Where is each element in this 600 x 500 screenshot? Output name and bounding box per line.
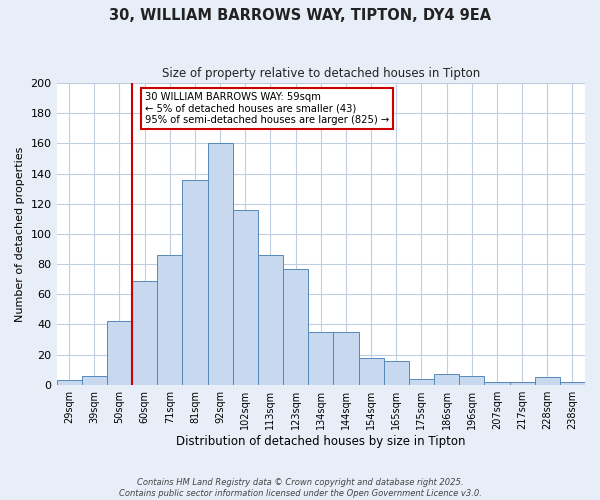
Text: Contains HM Land Registry data © Crown copyright and database right 2025.
Contai: Contains HM Land Registry data © Crown c… [119, 478, 481, 498]
Bar [107, 322, 132, 384]
Bar [82, 376, 107, 384]
Bar [484, 382, 509, 384]
Bar [535, 377, 560, 384]
Bar [157, 255, 182, 384]
Bar [434, 374, 459, 384]
Bar [509, 382, 535, 384]
Bar [233, 210, 258, 384]
Y-axis label: Number of detached properties: Number of detached properties [15, 146, 25, 322]
Text: 30, WILLIAM BARROWS WAY, TIPTON, DY4 9EA: 30, WILLIAM BARROWS WAY, TIPTON, DY4 9EA [109, 8, 491, 22]
Bar [258, 255, 283, 384]
Bar [208, 144, 233, 384]
Bar [132, 280, 157, 384]
Bar [334, 332, 359, 384]
Bar [459, 376, 484, 384]
Bar [359, 358, 383, 384]
Bar [560, 382, 585, 384]
Bar [409, 378, 434, 384]
X-axis label: Distribution of detached houses by size in Tipton: Distribution of detached houses by size … [176, 434, 466, 448]
Bar [308, 332, 334, 384]
Bar [56, 380, 82, 384]
Bar [383, 360, 409, 384]
Text: 30 WILLIAM BARROWS WAY: 59sqm
← 5% of detached houses are smaller (43)
95% of se: 30 WILLIAM BARROWS WAY: 59sqm ← 5% of de… [145, 92, 389, 126]
Title: Size of property relative to detached houses in Tipton: Size of property relative to detached ho… [161, 68, 480, 80]
Bar [283, 268, 308, 384]
Bar [182, 180, 208, 384]
